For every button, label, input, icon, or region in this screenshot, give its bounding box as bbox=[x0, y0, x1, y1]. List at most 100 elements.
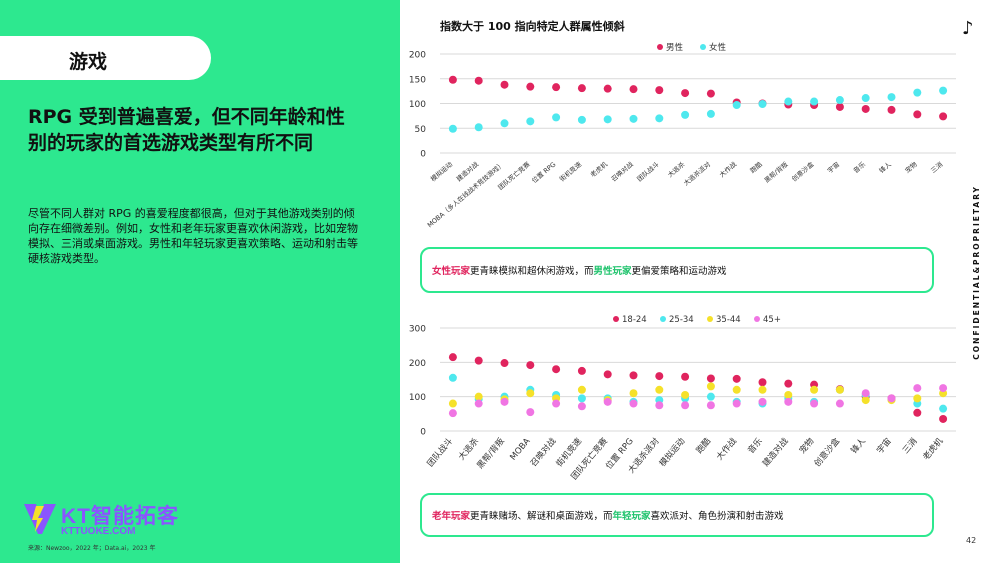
data-point bbox=[758, 397, 767, 406]
logo-icon bbox=[24, 504, 56, 534]
data-point bbox=[887, 93, 896, 102]
x-category-label: 黑帮/背叛 bbox=[762, 159, 790, 184]
data-point bbox=[913, 384, 922, 393]
x-category-label: 三消 bbox=[929, 159, 945, 175]
legend-label: 18-24 bbox=[622, 315, 647, 325]
gender-callout: 女性玩家 更青睐模拟和超休闲游戏，而 男性玩家 更偏爱策略和运动游戏 bbox=[420, 247, 934, 293]
callout1-female: 女性玩家 bbox=[432, 266, 471, 277]
legend-marker bbox=[657, 44, 663, 50]
x-category-label: 大作战 bbox=[714, 435, 739, 462]
data-point bbox=[681, 372, 690, 381]
y-tick-label: 200 bbox=[409, 359, 426, 369]
data-point bbox=[784, 397, 793, 406]
data-point bbox=[913, 394, 922, 403]
y-tick-label: 0 bbox=[420, 150, 426, 160]
data-point bbox=[448, 373, 457, 382]
x-category-label: 创意沙盒 bbox=[790, 159, 816, 183]
data-point bbox=[758, 378, 767, 387]
callout2-young: 年轻玩家 bbox=[612, 511, 651, 522]
page-body-text: 尽管不同人群对 RPG 的喜爱程度都很高，但对于其他游戏类别的倾向存在细微差别。… bbox=[28, 207, 358, 265]
data-point bbox=[474, 356, 483, 365]
data-point bbox=[913, 408, 922, 417]
data-point bbox=[913, 88, 922, 97]
category-tag bbox=[0, 36, 211, 80]
data-point bbox=[706, 382, 715, 391]
legend-label: 25-34 bbox=[669, 315, 694, 325]
data-point bbox=[706, 89, 715, 98]
x-category-label: 模拟运动 bbox=[657, 435, 688, 468]
legend-marker bbox=[613, 316, 619, 322]
data-point bbox=[706, 392, 715, 401]
x-category-label: 街机竞速 bbox=[557, 159, 583, 183]
data-point bbox=[629, 371, 638, 380]
data-point bbox=[603, 397, 612, 406]
legend-marker bbox=[700, 44, 706, 50]
x-category-label: 老虎机 bbox=[921, 435, 946, 462]
data-point bbox=[706, 401, 715, 410]
data-point bbox=[577, 394, 586, 403]
y-tick-label: 150 bbox=[409, 75, 426, 85]
data-point bbox=[835, 96, 844, 105]
data-point bbox=[810, 97, 819, 106]
data-point bbox=[784, 390, 793, 399]
data-point bbox=[474, 76, 483, 85]
data-point bbox=[939, 86, 948, 95]
data-point bbox=[603, 115, 612, 124]
data-point bbox=[861, 396, 870, 405]
y-tick-label: 100 bbox=[409, 393, 426, 403]
data-point bbox=[552, 83, 561, 92]
data-point bbox=[500, 80, 509, 89]
data-point bbox=[732, 100, 741, 109]
x-category-label: 位置 RPG bbox=[530, 160, 558, 185]
data-point bbox=[887, 105, 896, 114]
tiktok-icon: ♪ bbox=[962, 18, 974, 39]
data-point bbox=[655, 385, 664, 394]
x-category-label: 宠物 bbox=[903, 159, 919, 175]
data-point bbox=[861, 104, 870, 113]
source-note: 来源：Newzoo，2022 年；Data.ai，2023 年 bbox=[28, 545, 156, 552]
data-point bbox=[500, 359, 509, 368]
data-point bbox=[758, 385, 767, 394]
data-point bbox=[577, 84, 586, 93]
data-point bbox=[655, 86, 664, 95]
data-point bbox=[810, 385, 819, 394]
page-headline: RPG 受到普遍喜爱，但不同年龄和性别的玩家的首选游戏类型有所不同 bbox=[28, 106, 345, 154]
age-callout: 老年玩家 更青睐赌场、解谜和桌面游戏，而 年轻玩家 喜欢派对、角色扮演和射击游戏 bbox=[420, 493, 934, 537]
data-point bbox=[448, 75, 457, 84]
data-point bbox=[861, 389, 870, 398]
data-point bbox=[861, 94, 870, 103]
category-tag-label: 游戏 bbox=[69, 51, 108, 73]
data-point bbox=[474, 399, 483, 408]
data-point bbox=[784, 379, 793, 388]
data-point bbox=[810, 399, 819, 408]
x-category-label: 锋人 bbox=[877, 159, 893, 175]
data-point bbox=[913, 110, 922, 119]
data-point bbox=[474, 392, 483, 401]
data-point bbox=[526, 389, 535, 398]
x-category-label: 建造对战 bbox=[760, 435, 791, 468]
legend-marker bbox=[707, 316, 713, 322]
x-category-label: 宇宙 bbox=[825, 160, 841, 175]
x-category-label: 跑酷 bbox=[694, 435, 714, 455]
x-category-label: 音乐 bbox=[851, 159, 867, 175]
left-panel bbox=[0, 0, 400, 563]
data-point bbox=[939, 384, 948, 393]
x-category-label: 大作战 bbox=[717, 159, 738, 179]
callout1-text-a: 更青睐模拟和超休闲游戏，而 bbox=[470, 266, 594, 277]
data-point bbox=[939, 112, 948, 121]
data-point bbox=[526, 361, 535, 370]
data-point bbox=[835, 102, 844, 111]
data-point bbox=[706, 374, 715, 383]
data-point bbox=[732, 385, 741, 394]
callout1-text-b: 更偏爱策略和运动游戏 bbox=[631, 266, 727, 277]
data-point bbox=[603, 370, 612, 379]
callout2-text-a: 更青睐赌场、解谜和桌面游戏，而 bbox=[470, 511, 613, 522]
legend-marker bbox=[660, 316, 666, 322]
legend-label: 45+ bbox=[763, 315, 781, 325]
data-point bbox=[681, 89, 690, 98]
logo-text: KT智能拓客 bbox=[61, 505, 179, 528]
x-category-label: 音乐 bbox=[745, 435, 765, 455]
data-point bbox=[629, 85, 638, 94]
x-category-label: 老虎机 bbox=[588, 159, 609, 179]
x-category-label: 模拟运动 bbox=[428, 159, 454, 183]
